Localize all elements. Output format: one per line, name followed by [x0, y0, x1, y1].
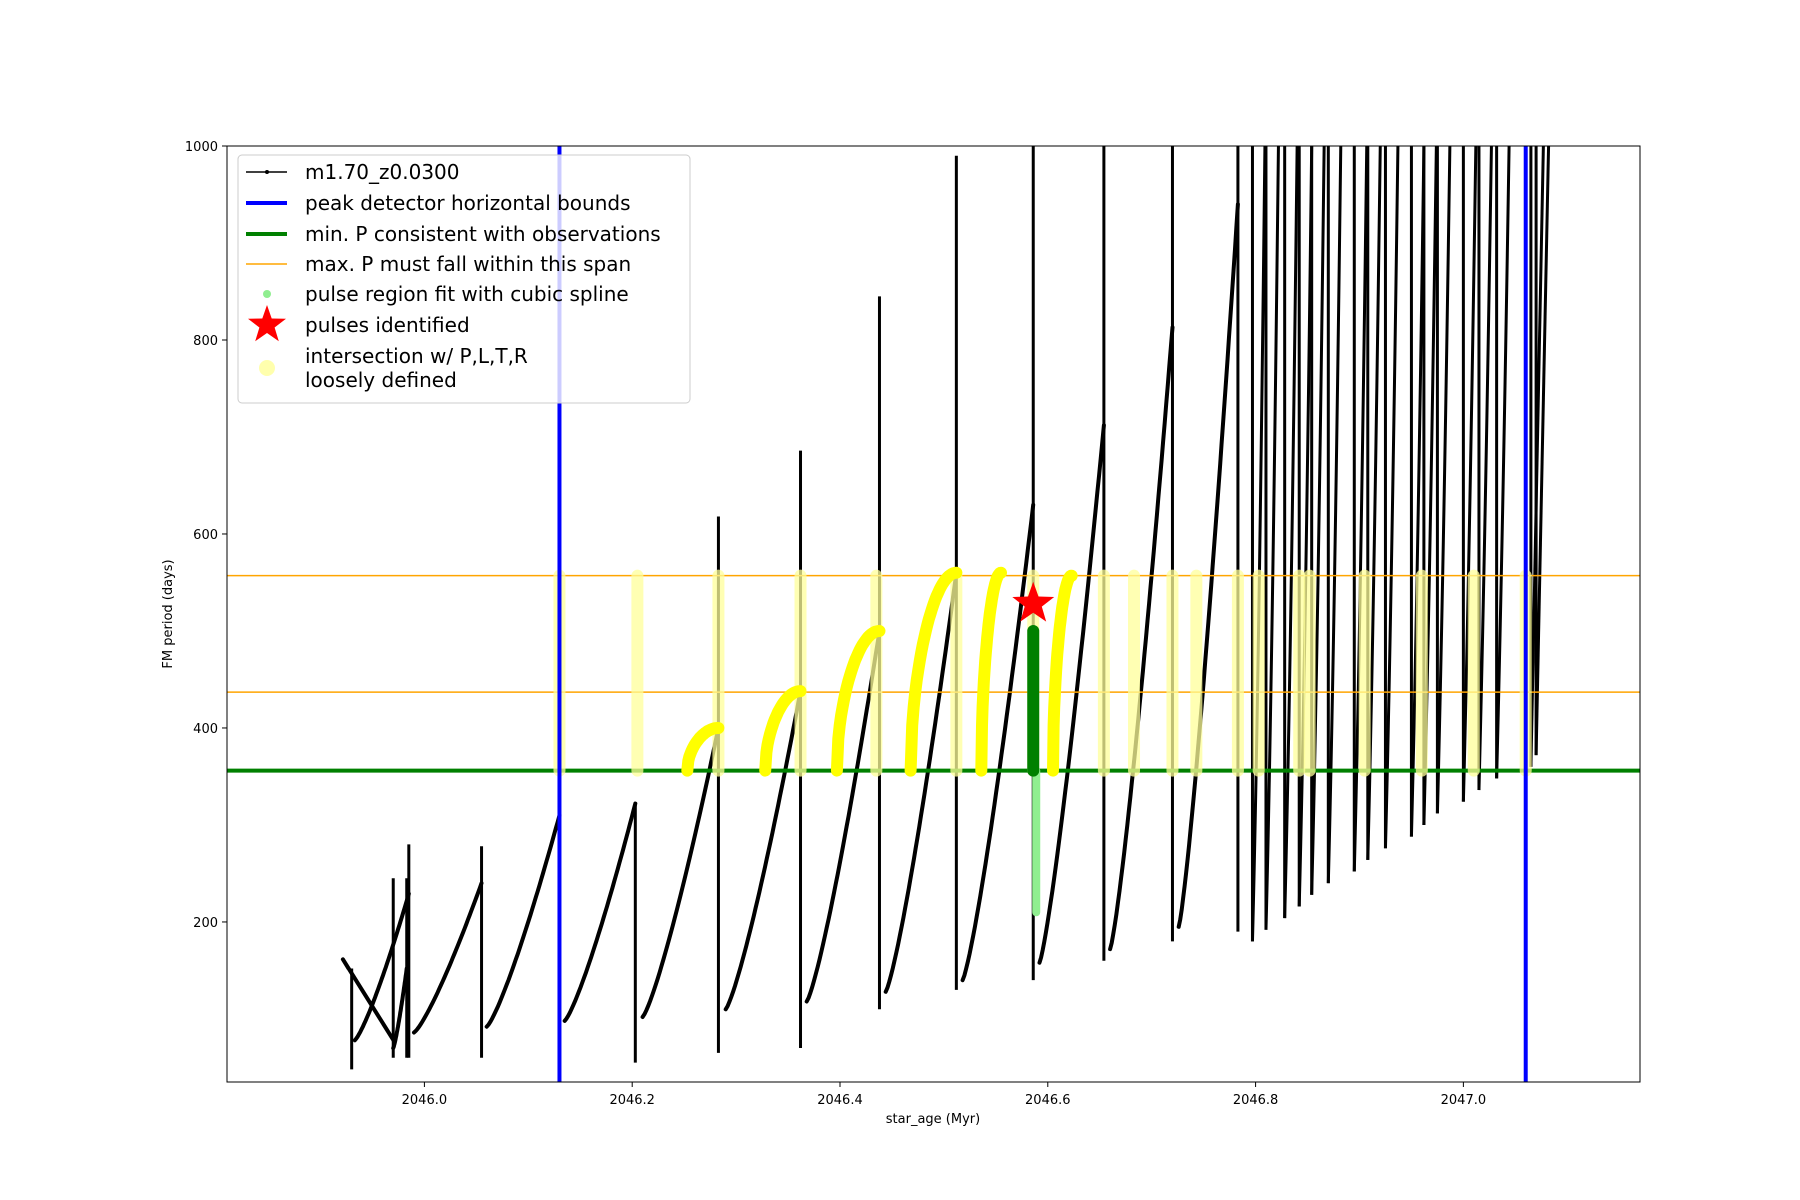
legend-label: intersection w/ P,L,T,R	[305, 344, 528, 368]
model-late-arc	[1383, 146, 1400, 849]
legend-marker-circle	[259, 360, 275, 376]
x-axis-label: star_age (Myr)	[886, 1112, 980, 1127]
x-tick-label: 2046.4	[817, 1093, 863, 1108]
y-tick-label: 800	[193, 334, 218, 349]
model-cycle-arc	[391, 966, 409, 1051]
model-late-arc	[1435, 146, 1452, 814]
spline-series	[1027, 624, 1041, 917]
legend-marker-dot	[265, 170, 269, 174]
legend-label: pulse region fit with cubic spline	[305, 282, 629, 306]
x-tick-label: 2046.0	[402, 1093, 448, 1108]
intersection-arc	[904, 566, 963, 777]
model-late-arc	[1352, 146, 1369, 872]
model-cycle-arc	[1108, 325, 1175, 952]
x-tick-label: 2046.8	[1233, 1093, 1279, 1108]
axes: 2046.0 2046.2 2046.4 2046.6 2046.8 2047.0 200 4…	[185, 140, 1486, 1108]
model-late-arc	[1283, 146, 1299, 919]
plot-area	[227, 146, 1640, 1082]
y-tick-label: 1000	[185, 140, 218, 155]
model-cycle-arc	[562, 801, 638, 1023]
pulses-series	[1012, 581, 1055, 622]
model-start-arc	[340, 957, 398, 1045]
model-late-arc	[1264, 146, 1280, 930]
model-cycle-arc	[1176, 202, 1240, 929]
intersection-arc	[681, 722, 725, 777]
legend-box	[237, 154, 691, 404]
y-tick-label: 400	[193, 722, 218, 737]
model-late-arc	[1534, 146, 1551, 756]
model-cycle-arc	[412, 881, 484, 1035]
legend-label-line2: loosely defined	[305, 368, 457, 392]
intersection-arc	[1047, 569, 1078, 777]
model-late-arc	[1461, 146, 1478, 802]
model-late-arc	[1495, 146, 1511, 779]
y-tick-label: 200	[193, 916, 218, 931]
legend-label: m1.70_z0.0300	[305, 160, 460, 184]
legend-label: min. P consistent with observations	[305, 222, 661, 246]
intersection-arc	[830, 625, 886, 777]
model-late-arc	[1409, 146, 1426, 837]
legend-label: max. P must fall within this span	[305, 252, 631, 276]
intersection-arc	[759, 685, 807, 777]
model-late-arc	[1477, 146, 1493, 791]
pulse-identified-star	[1012, 581, 1055, 622]
legend-label: peak detector horizontal bounds	[305, 191, 631, 215]
y-tick-label: 600	[193, 528, 218, 543]
intersection-arc	[975, 566, 1007, 777]
x-tick-label: 2046.2	[609, 1093, 655, 1108]
plot-frame	[226, 145, 1641, 1083]
model-cycle-arc	[804, 629, 882, 1004]
model-late-arc	[1366, 146, 1382, 860]
x-tick-label: 2047.0	[1441, 1093, 1487, 1108]
model-cycle-arc	[883, 570, 959, 994]
x-tick-label: 2046.6	[1025, 1093, 1071, 1108]
model-late-arc	[1326, 146, 1343, 884]
reference-lines	[227, 574, 1640, 773]
legend-marker-dot	[263, 290, 271, 298]
model-cycle-arc	[352, 891, 411, 1043]
y-axis-label: FM period (days)	[161, 559, 176, 668]
model-cycle-arc	[1037, 423, 1106, 965]
model-cycle-arc	[484, 813, 562, 1029]
model-late-arc	[1310, 146, 1326, 895]
model-cycle-arc	[640, 726, 721, 1019]
legend-marker-star	[248, 305, 286, 342]
model-cycle-arc	[723, 689, 803, 1012]
legend-label: pulses identified	[305, 313, 470, 337]
